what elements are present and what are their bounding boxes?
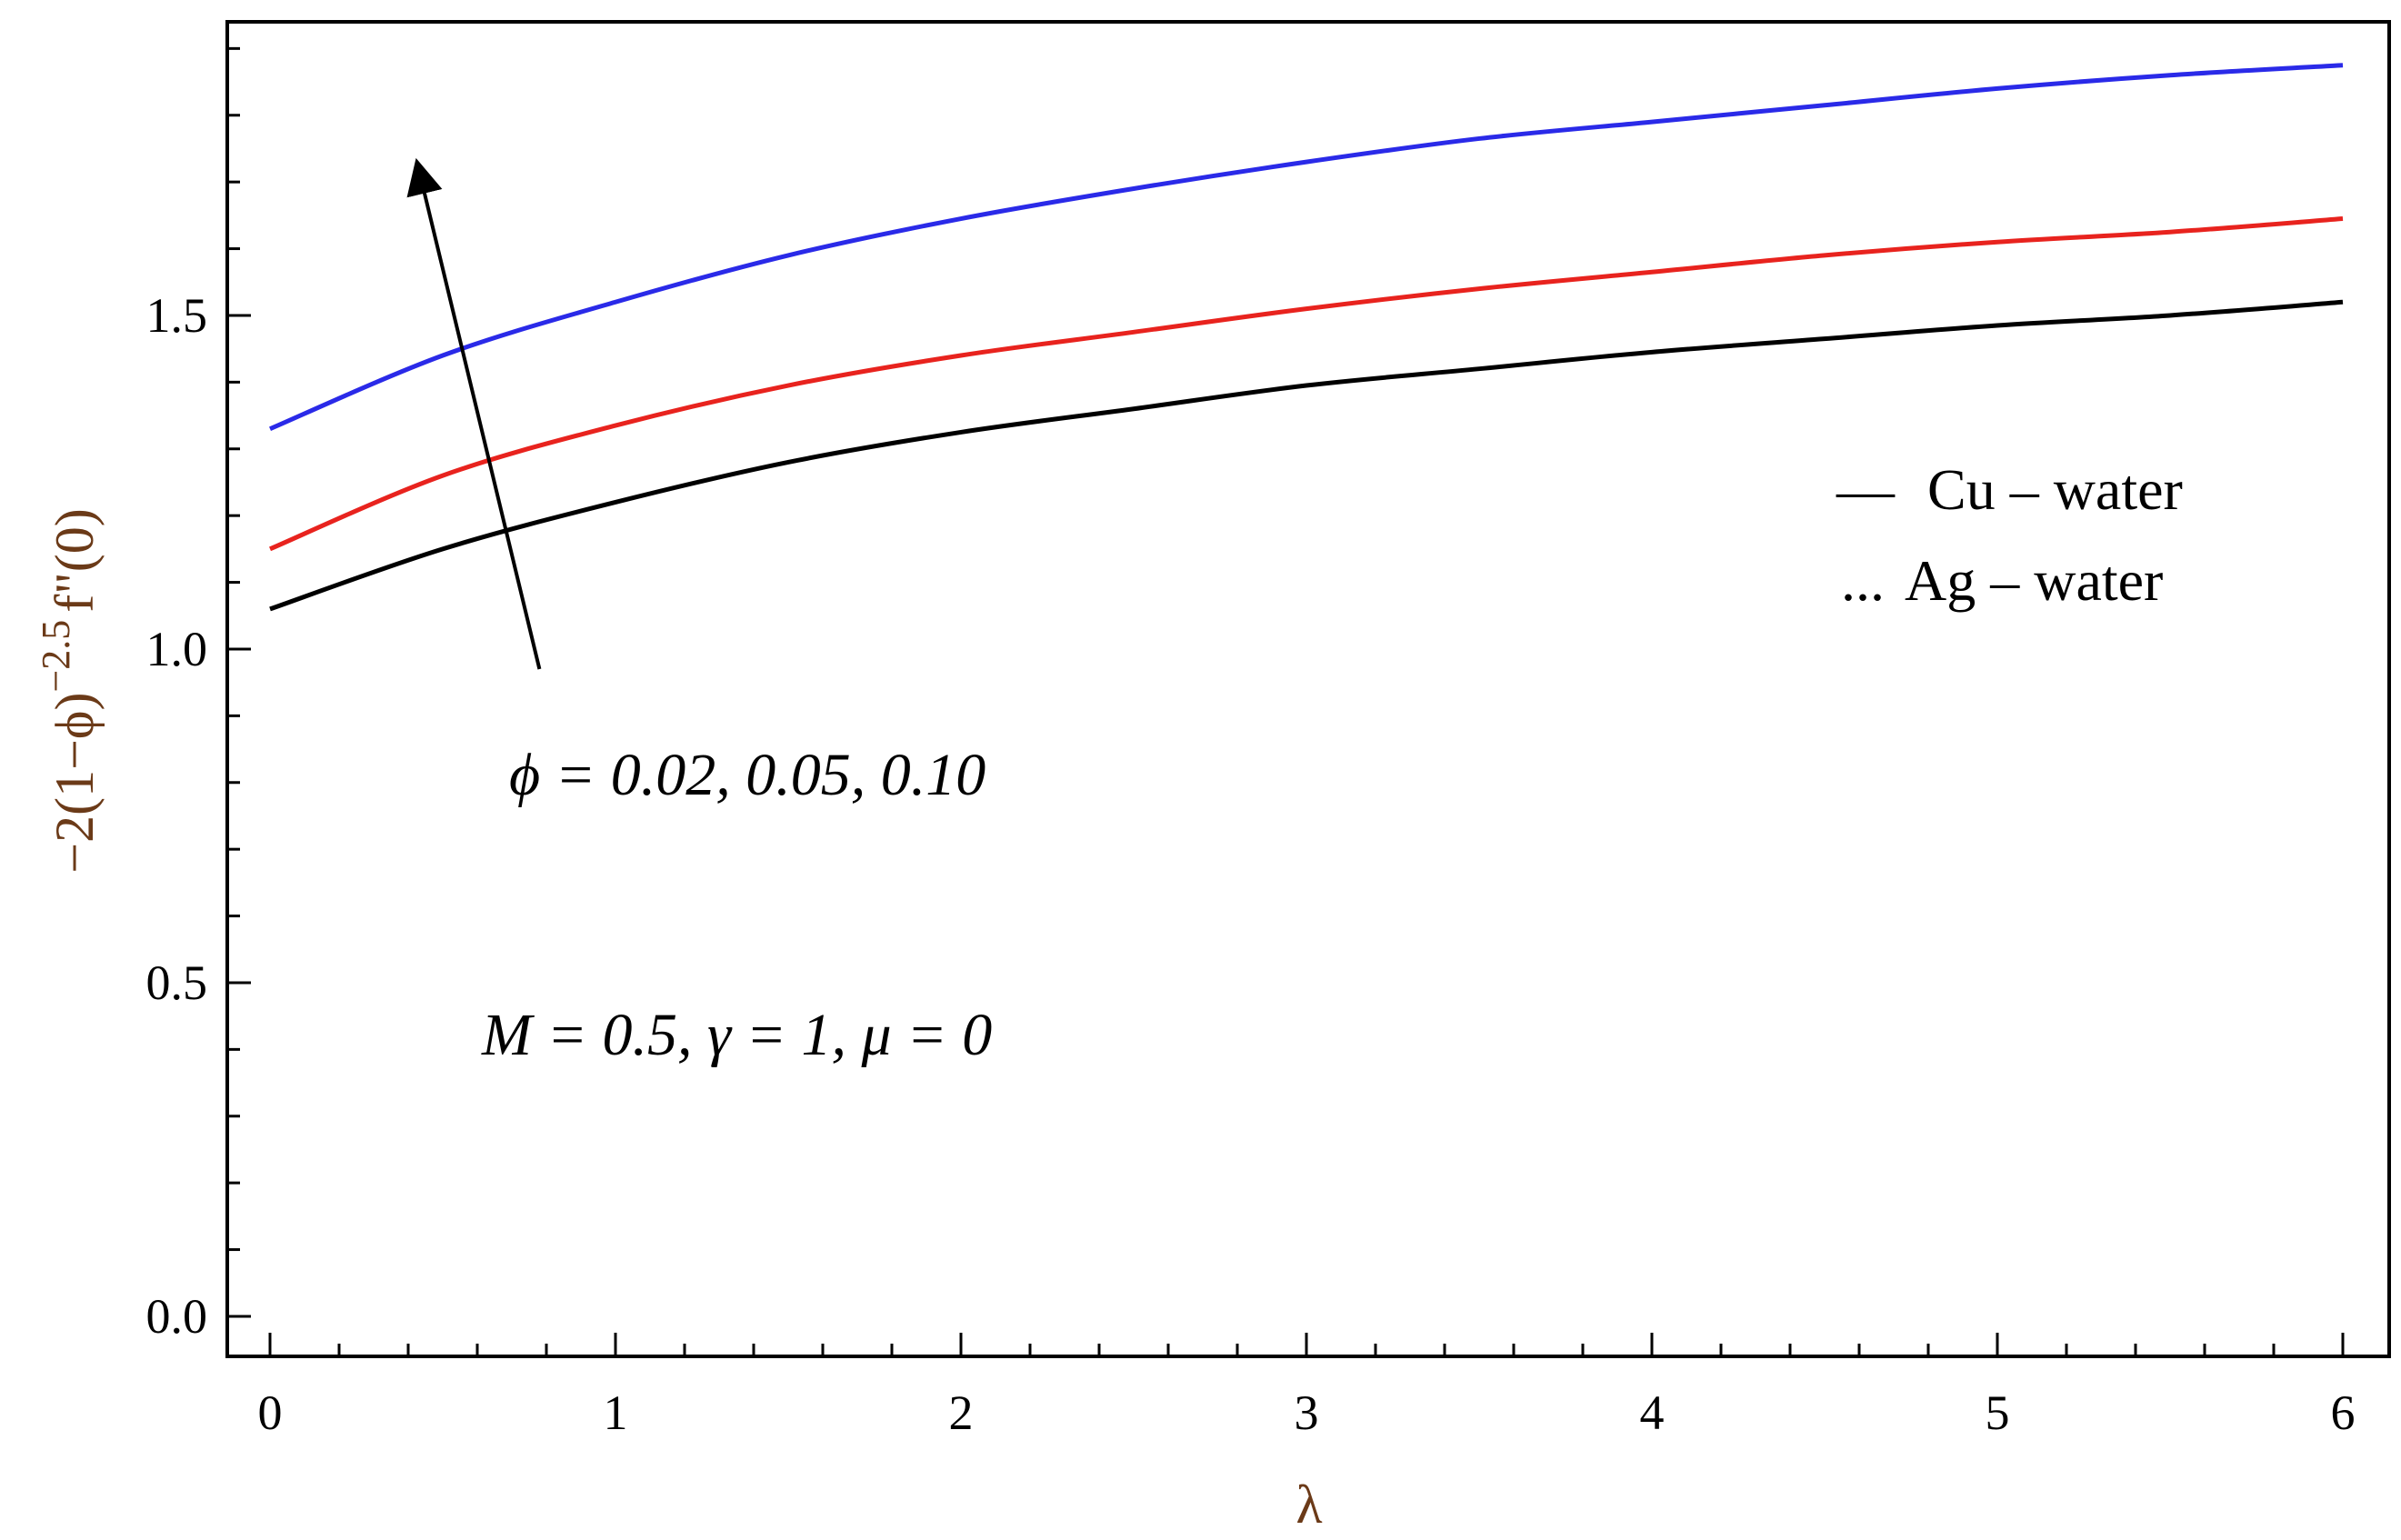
- legend-label-cu: Cu – water: [1927, 457, 2183, 522]
- y-axis-label: −2(1−ϕ)−2.5 f"(0): [34, 508, 105, 873]
- legend-marker-cu: —: [1836, 457, 1896, 522]
- phi-trend-arrow: [406, 157, 542, 670]
- legend-label-ag: Ag – water: [1905, 548, 2163, 613]
- y-axis-label-base: −2(1−ϕ): [45, 693, 105, 874]
- y-tick-label: 1.5: [146, 288, 208, 343]
- axis-tick-labels: 0 1 2 3 4 5 6 0.0 0.5 1.0 1.5: [146, 288, 2356, 1440]
- y-tick-label: 0.5: [146, 955, 208, 1010]
- y-axis-label-exponent: −2.5: [34, 620, 78, 693]
- x-tick-label: 1: [604, 1385, 628, 1440]
- series-line-2: [269, 216, 2344, 552]
- y-axis-label-text: −2(1−ϕ)−2.5 f"(0): [34, 508, 105, 873]
- params-annotation: M = 0.5, γ = 1, μ = 0: [481, 1002, 992, 1068]
- phi-annotation: ϕ = 0.02, 0.05, 0.10: [509, 742, 985, 808]
- x-tick-label: 2: [949, 1385, 974, 1440]
- x-tick-label: 6: [2331, 1385, 2356, 1440]
- y-tick-label: 1.0: [146, 622, 208, 676]
- x-tick-label: 3: [1295, 1385, 1319, 1440]
- series-lines: [269, 63, 2344, 612]
- axis-ticks: [227, 46, 2345, 1356]
- x-axis-label: λ: [1296, 1475, 1322, 1535]
- x-tick-label: 4: [1640, 1385, 1665, 1440]
- y-tick-label: 0.0: [146, 1289, 208, 1344]
- legend-marker-ag: ...: [1841, 548, 1885, 613]
- plot-frame: [225, 20, 2391, 1358]
- series-line-1: [269, 299, 2344, 612]
- x-tick-label: 5: [1986, 1385, 2010, 1440]
- series-line-3: [269, 63, 2344, 432]
- y-axis-label-tail: f"(0): [45, 508, 105, 612]
- x-tick-label: 0: [258, 1385, 283, 1440]
- legend: — Cu – water ... Ag – water: [1836, 457, 2183, 613]
